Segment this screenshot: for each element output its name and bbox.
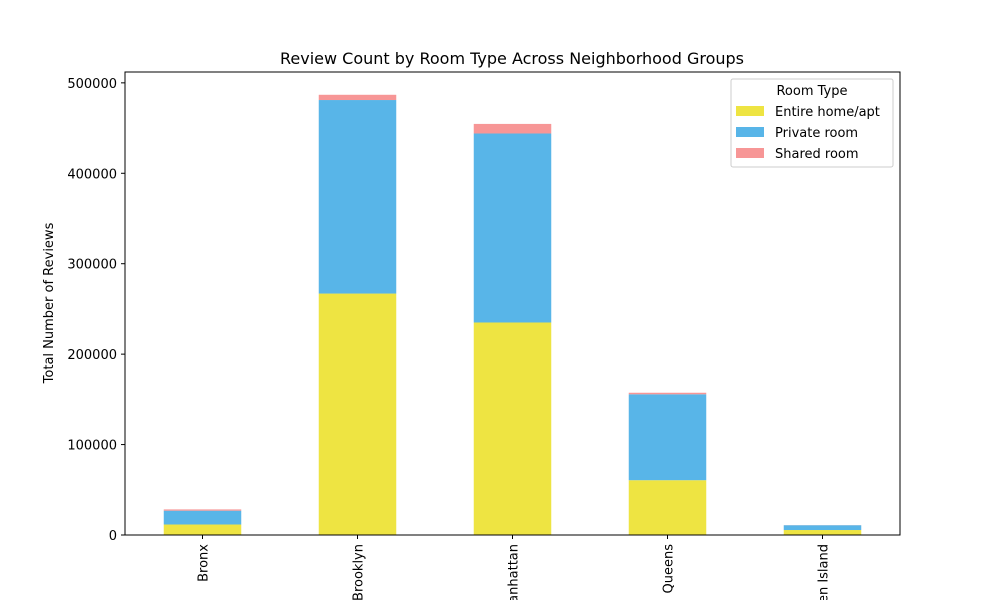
bar-staten-island-private-room xyxy=(783,525,862,531)
bar-brooklyn-shared-room xyxy=(318,94,397,101)
bar-queens-private-room xyxy=(628,394,707,481)
legend-swatch xyxy=(736,106,764,116)
legend-swatch xyxy=(736,127,764,137)
y-tick-label: 400000 xyxy=(67,167,117,182)
bar-manhattan-entire-home-apt xyxy=(473,322,552,535)
bar-brooklyn-entire-home-apt xyxy=(318,293,397,535)
legend-box xyxy=(730,78,894,168)
legend-title: Room Type xyxy=(776,84,847,99)
x-axis: Bronx Brooklyn Manhattan Queens Staten Islan… xyxy=(197,535,832,600)
legend-items: Entire home/apt Private room Shared room xyxy=(736,105,880,162)
legend-label: Entire home/apt xyxy=(775,105,880,120)
y-tick-label: 300000 xyxy=(67,258,117,273)
legend-label: Shared room xyxy=(775,147,859,162)
x-tick-label: Queens xyxy=(662,544,677,594)
bars xyxy=(163,94,862,535)
bar-brooklyn-private-room xyxy=(318,100,397,294)
legend: Room Type Entire home/apt Private room Sha… xyxy=(730,78,894,168)
legend-swatch xyxy=(736,148,764,158)
y-tick-label: 100000 xyxy=(67,439,117,454)
bar-manhattan-shared-room xyxy=(473,123,552,134)
chart-title: Review Count by Room Type Across Neighbo… xyxy=(280,49,744,68)
y-tick-label: 500000 xyxy=(67,77,117,92)
bar-manhattan-private-room xyxy=(473,133,552,323)
bar-staten-island-entire-home-apt xyxy=(783,530,862,535)
x-tick-label: Brooklyn xyxy=(352,544,367,600)
bar-queens-shared-room xyxy=(628,392,707,395)
y-axis-title: Total Number of Reviews xyxy=(42,222,57,384)
bar-bronx-entire-home-apt xyxy=(163,524,242,535)
bar-queens-entire-home-apt xyxy=(628,480,707,535)
y-tick-label: 0 xyxy=(109,529,117,544)
y-tick-label: 200000 xyxy=(67,348,117,363)
bar-bronx-private-room xyxy=(163,510,242,525)
y-axis: 0 100000 200000 300000 400000 500000 xyxy=(67,77,125,544)
x-tick-label: Bronx xyxy=(197,544,212,582)
x-tick-label: Staten Island xyxy=(817,544,832,600)
legend-label: Private room xyxy=(775,126,858,141)
x-tick-label: Manhattan xyxy=(507,544,522,600)
bar-bronx-shared-room xyxy=(163,509,242,511)
